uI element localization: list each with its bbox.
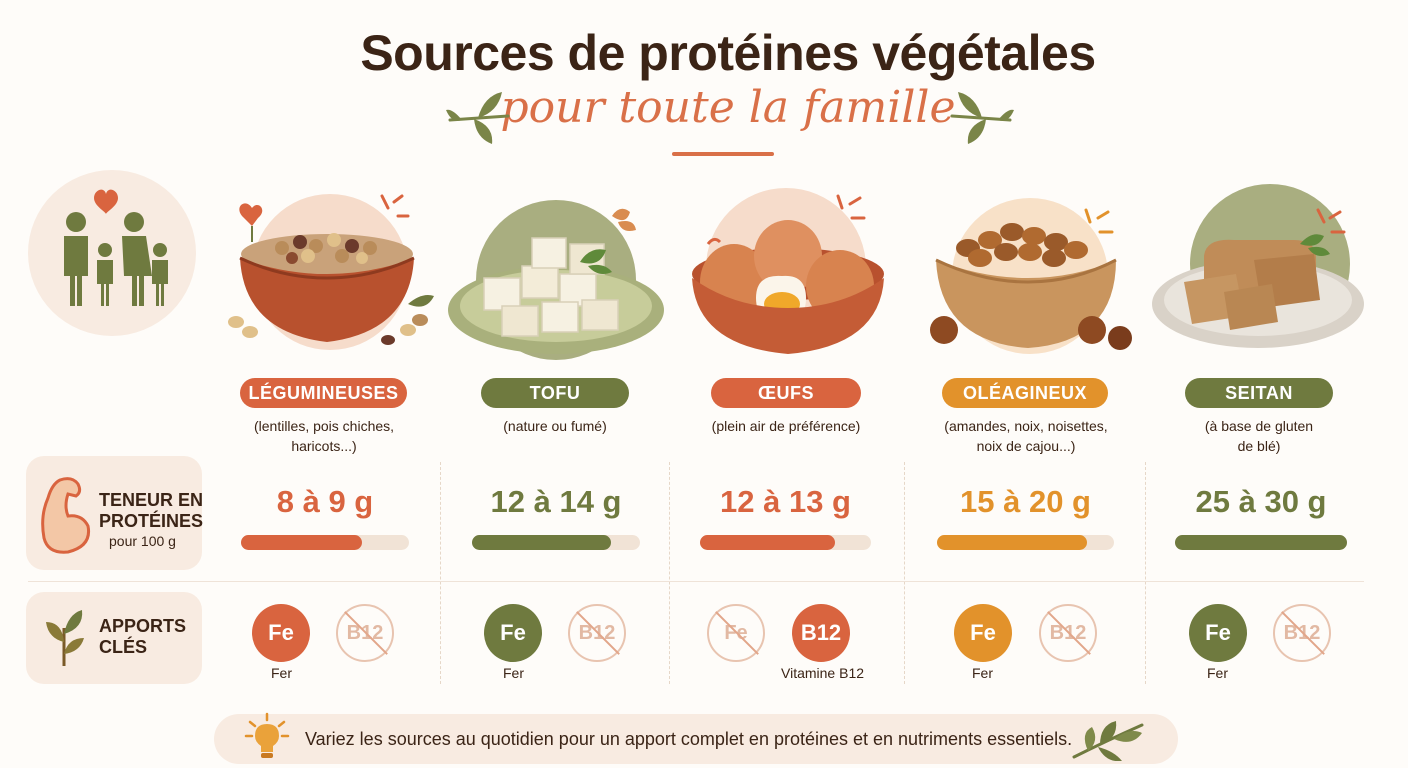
b12-absent-badge: B12 [568, 604, 626, 662]
protein-bar [472, 535, 640, 550]
protein-amount: 8 à 9 g [276, 484, 374, 519]
protein-bar-fill [241, 535, 362, 550]
row-title: TENEUR EN PROTÉINES [99, 490, 203, 532]
food-description-line: (plein air de préférence) [711, 418, 861, 434]
column-divider [1145, 462, 1146, 684]
row-title-line: PROTÉINES [99, 511, 204, 531]
food-card-legumineuses: LÉGUMINEUSES (lentilles, pois chiches, h… [212, 182, 442, 462]
protein-bar [241, 535, 409, 550]
page-title: Sources de protéines végétales [360, 25, 1096, 81]
protein-bar [1175, 535, 1347, 550]
food-card-tofu: TOFU (nature ou fumé) [440, 182, 670, 462]
food-name-pill: TOFU [481, 378, 629, 408]
food-description-line: (amandes, noix, noisettes, [944, 418, 1108, 434]
tip-text: Variez les sources au quotidien pour un … [305, 729, 1073, 749]
nutrient-label: Fer [271, 665, 292, 681]
row-subtitle: pour 100 g [109, 533, 176, 549]
iron-badge: Fe [484, 604, 542, 662]
row-divider [28, 581, 1364, 582]
tip-banner: Variez les sources au quotidien pour un … [214, 712, 1178, 764]
row-title: APPORTS CLÉS [99, 616, 186, 658]
iron-badge: Fe [1189, 604, 1247, 662]
iron-absent-badge: Fe [707, 604, 765, 662]
b12-absent-badge: B12 [1039, 604, 1097, 662]
b12-badge: B12 [792, 604, 850, 662]
food-card-oeufs: ŒUFS (plein air de préférence) [672, 182, 902, 462]
protein-amount: 25 à 30 g [1195, 484, 1327, 519]
food-description-line: noix de cajou...) [976, 438, 1076, 454]
protein-amount: 12 à 13 g [720, 484, 851, 519]
family-badge [28, 170, 196, 336]
seitan-plate-icon [1152, 208, 1364, 348]
lightbulb-icon [244, 712, 290, 758]
iron-badge: Fe [954, 604, 1012, 662]
nutrient-label: Vitamine B12 [781, 665, 865, 681]
nutrient-label: Fer [1207, 665, 1228, 681]
food-name-pill: LÉGUMINEUSES [240, 378, 407, 408]
food-name-pill: ŒUFS [711, 378, 861, 408]
protein-bar [700, 535, 871, 550]
row-title-line: CLÉS [99, 637, 148, 657]
branch-left-icon [446, 92, 510, 144]
food-description-line: de blé) [1237, 438, 1281, 454]
leaf-icon [46, 610, 84, 666]
subtitle-underline [672, 152, 774, 156]
protein-amount: 12 à 14 g [490, 484, 622, 519]
protein-bar-fill [937, 535, 1088, 550]
protein-bar-fill [700, 535, 836, 550]
nutrient-label: Fer [972, 665, 993, 681]
column-divider [904, 462, 905, 684]
food-description-line: (nature ou fumé) [503, 418, 607, 434]
branch-right-icon [950, 92, 1014, 144]
row-title-line: TENEUR EN [99, 490, 204, 510]
iron-badge: Fe [252, 604, 310, 662]
food-description: (à base de gluten de blé) [1144, 416, 1374, 456]
protein-row-label: TENEUR EN PROTÉINES pour 100 g [26, 456, 203, 570]
food-description: (amandes, noix, noisettes, noix de cajou… [911, 416, 1141, 456]
legumes-bowl-icon [228, 194, 434, 345]
nutrients-row-label: APPORTS CLÉS [26, 592, 202, 684]
nutrient-label: Fer [503, 665, 524, 681]
branch-icon [1072, 721, 1144, 761]
food-description: (plein air de préférence) [671, 416, 901, 436]
family-icon [64, 189, 168, 306]
b12-absent-badge: B12 [336, 604, 394, 662]
food-description-line: (lentilles, pois chiches, [253, 418, 395, 434]
column-divider [669, 462, 670, 684]
food-description: (lentilles, pois chiches, haricots...) [209, 416, 439, 456]
row-title-line: APPORTS [99, 616, 187, 636]
tofu-plate-icon [448, 208, 664, 354]
b12-absent-badge: B12 [1273, 604, 1331, 662]
protein-bar-fill [472, 535, 612, 550]
nuts-bowl-icon [930, 208, 1132, 350]
food-description: (nature ou fumé) [440, 416, 670, 436]
protein-amount: 15 à 20 g [960, 484, 1091, 519]
food-description-line: haricots...) [291, 438, 357, 454]
eggs-bowl-icon [692, 194, 884, 354]
protein-bar [937, 535, 1114, 550]
protein-bar-fill [1175, 535, 1347, 550]
column-divider [440, 462, 441, 684]
food-name-pill: OLÉAGINEUX [942, 378, 1108, 408]
food-name-pill: SEITAN [1185, 378, 1333, 408]
page-subtitle: pour toute la famille [500, 82, 956, 133]
food-card-seitan: SEITAN (à base de gluten de blé) [1144, 182, 1374, 462]
food-card-oleagineux: OLÉAGINEUX (amandes, noix, noisettes, no… [910, 182, 1140, 462]
food-description-line: (à base de gluten [1204, 418, 1314, 434]
flexed-arm-icon [41, 477, 91, 554]
